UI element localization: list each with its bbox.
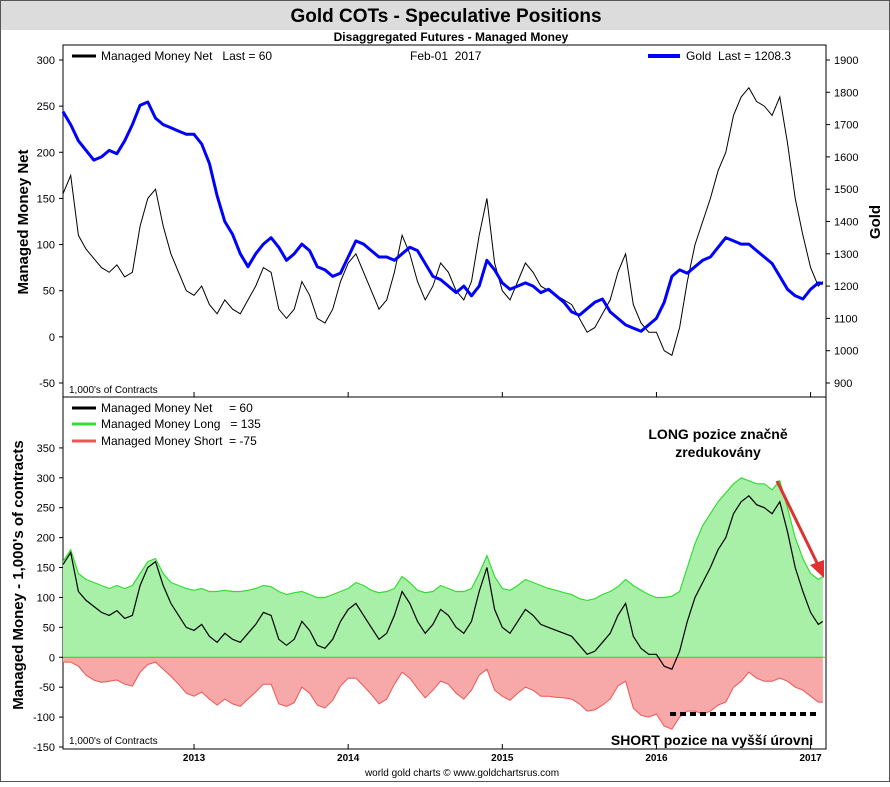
series-line-managed-money-long (62, 477, 824, 602)
top-left-tick-label: -50 (39, 378, 55, 390)
footer-credit: world gold charts © www.goldchartsrus.co… (364, 768, 559, 779)
top-right-tick-label: 1300 (834, 249, 858, 261)
title-bar (1, 1, 889, 30)
annotation-long-line1: LONG pozice značně (648, 426, 787, 442)
x-tick-label: 2017 (799, 753, 822, 764)
legend-mm-net-label: Managed Money Net = 60 (101, 401, 253, 415)
top-left-axis-title: Managed Money Net (15, 149, 32, 294)
legend-mm-long-label: Managed Money Long = 135 (101, 417, 261, 431)
top-right-tick-label: 1000 (834, 346, 858, 358)
top-panel-series (61, 86, 824, 357)
top-left-tick-label: 150 (37, 193, 55, 205)
bottom-y-tick-label: 100 (37, 592, 55, 604)
bottom-axis-title: Managed Money - 1,000's of contracts (10, 440, 27, 709)
bottom-y-tick-label: 250 (37, 503, 55, 515)
bottom-y-tick-label: 300 (37, 473, 55, 485)
series-line-gold (61, 100, 824, 333)
bottom-y-tick-label: 150 (37, 563, 55, 575)
series-line-managed-money-short (63, 661, 823, 730)
x-tick-label: 2014 (337, 753, 360, 764)
x-tick-label: 2016 (645, 753, 668, 764)
chart-subtitle: Disaggregated Futures - Managed Money (334, 30, 569, 44)
bottom-y-tick-label: 0 (49, 652, 55, 664)
top-left-tick-label: 250 (37, 101, 55, 113)
annotation-short: SHORT pozice na vyšší úrovni (611, 732, 813, 748)
series-line-managed-money-net (62, 86, 824, 357)
legend-mm-short-label: Managed Money Short = -75 (101, 434, 257, 448)
top-left-tick-label: 200 (37, 147, 55, 159)
area-managed-money-long (63, 477, 823, 658)
bottom-y-tick-label: 350 (37, 443, 55, 455)
top-right-tick-label: 1400 (834, 217, 858, 229)
chart-title: Gold COTs - Speculative Positions (290, 6, 601, 27)
top-right-tick-label: 1900 (834, 55, 858, 67)
annotation-arrow-shaft (775, 480, 820, 566)
top-left-tick-label: 300 (37, 55, 55, 67)
bottom-y-tick-label: -100 (33, 712, 55, 724)
top-right-tick-label: 1700 (834, 120, 858, 132)
legend-gold-label: Gold Last = 1208.3 (686, 49, 791, 63)
annotation-long-line2: zredukovány (675, 444, 761, 460)
top-right-tick-label: 1100 (834, 313, 858, 325)
x-tick-label: 2013 (183, 753, 206, 764)
bottom-y-tick-label: -50 (39, 682, 55, 694)
top-left-tick-label: 100 (37, 240, 55, 252)
top-unit-note: 1,000's of Contracts (69, 385, 158, 396)
top-date-label: Feb-01 2017 (410, 49, 482, 63)
x-tick-label: 2015 (491, 753, 514, 764)
area-managed-money-short (63, 657, 823, 730)
top-right-tick-label: 1200 (834, 281, 858, 293)
bottom-panel-series (62, 477, 826, 730)
bottom-unit-note: 1,000's of Contracts (69, 736, 158, 747)
series-line-managed-money-net-bottom (62, 494, 824, 670)
bottom-y-tick-label: 200 (37, 533, 55, 545)
bottom-panel-ticks: -150 -100 -50 0 50 100 150 200 250 300 350 2013 2014… (33, 443, 822, 764)
top-right-axis-title: Gold (867, 205, 884, 239)
top-right-tick-label: 1800 (834, 87, 858, 99)
top-right-tick-label: 900 (834, 378, 852, 390)
top-right-tick-label: 1500 (834, 184, 858, 196)
bottom-y-tick-label: -150 (33, 742, 55, 754)
top-panel-ticks: -50 0 50 100 150 200 250 300 900 1000 1100 1200 1300… (37, 55, 858, 397)
bottom-y-tick-label: 50 (43, 622, 55, 634)
annotation-arrow-head (810, 560, 824, 578)
top-right-tick-label: 1600 (834, 152, 858, 164)
top-left-tick-label: 50 (43, 286, 55, 298)
top-left-tick-label: 0 (49, 332, 55, 344)
legend-net-label: Managed Money Net Last = 60 (101, 49, 272, 63)
